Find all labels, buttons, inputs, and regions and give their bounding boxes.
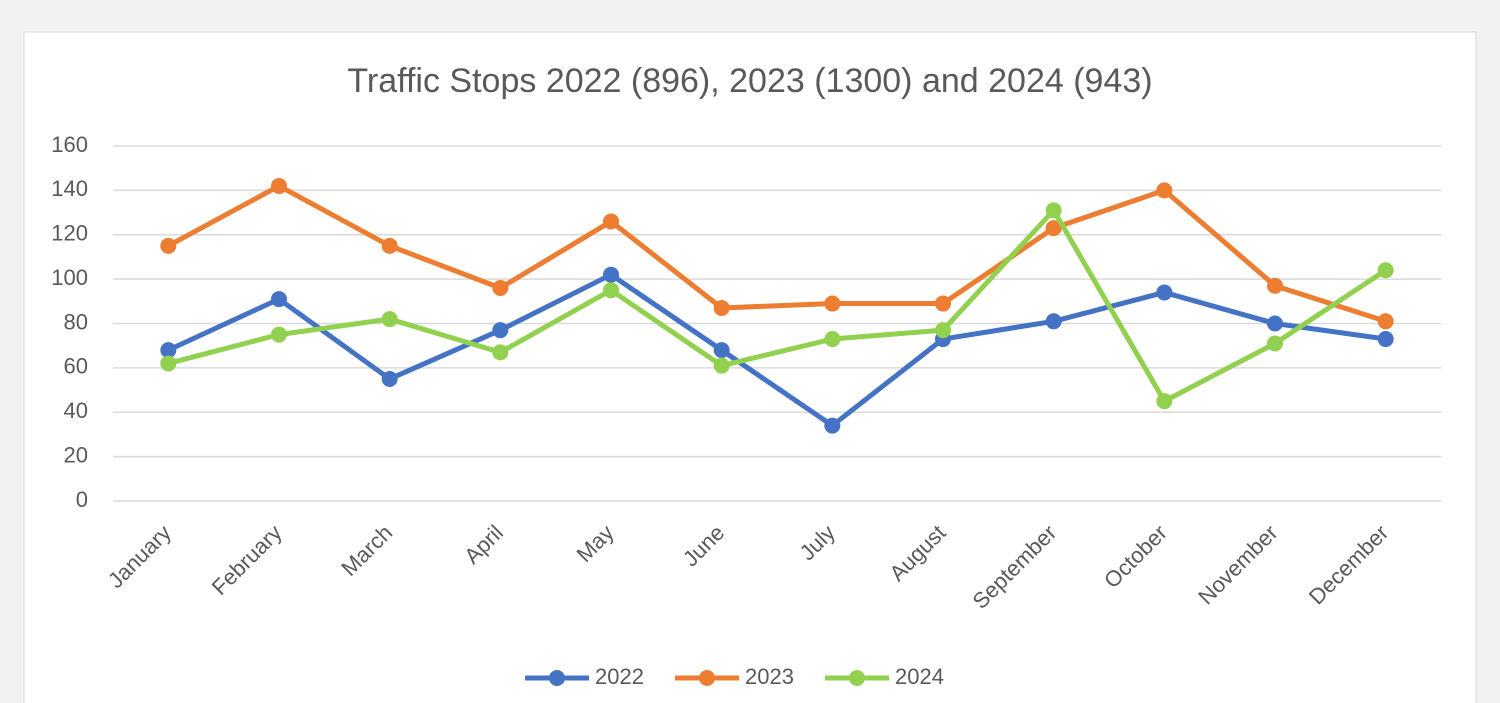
data-point [381, 370, 398, 387]
data-point [713, 357, 730, 374]
data-point [1156, 182, 1173, 199]
data-point [824, 295, 841, 312]
data-point [1045, 313, 1062, 330]
data-point [1377, 262, 1394, 279]
data-point [492, 344, 509, 361]
data-point [1045, 202, 1062, 219]
y-tick-label: 100 [51, 265, 88, 290]
legend-marker [849, 670, 865, 686]
series-line [167, 207, 1388, 404]
data-point [935, 295, 951, 312]
y-tick-label: 140 [51, 176, 88, 201]
y-tick-label: 60 [64, 354, 88, 379]
y-tick-label: 120 [51, 221, 88, 246]
y-tick-label: 0 [76, 487, 88, 512]
data-point [603, 282, 619, 299]
legend-label: 2023 [745, 664, 794, 689]
data-point [160, 237, 177, 254]
series-line [167, 272, 1387, 429]
data-point [1267, 335, 1283, 352]
data-point [1377, 331, 1394, 348]
y-tick-label: 160 [51, 132, 88, 157]
data-point [1156, 284, 1173, 301]
data-point [1267, 277, 1283, 294]
legend-label: 2022 [595, 664, 644, 689]
data-point [1045, 220, 1062, 237]
data-point [381, 311, 398, 328]
data-point [271, 326, 287, 343]
data-point [1156, 393, 1173, 410]
data-point [603, 266, 619, 283]
data-point [271, 177, 287, 194]
data-point [1267, 315, 1283, 332]
y-tick-label: 40 [64, 398, 88, 423]
legend-marker [699, 670, 715, 686]
series-line [167, 183, 1387, 324]
data-point [824, 331, 841, 348]
legend-marker [549, 670, 565, 686]
data-point [160, 355, 177, 372]
data-point [935, 322, 951, 339]
data-point [381, 237, 398, 254]
data-point [713, 299, 730, 316]
data-point [492, 280, 509, 296]
data-point [492, 322, 509, 339]
data-point [603, 213, 619, 230]
data-point [160, 342, 177, 359]
data-point [713, 342, 730, 359]
data-point [1377, 313, 1394, 330]
data-point [824, 417, 841, 434]
data-point [271, 291, 287, 308]
chart-title: Traffic Stops 2022 (896), 2023 (1300) an… [347, 62, 1152, 100]
legend-label: 2024 [895, 664, 944, 689]
y-tick-label: 20 [64, 442, 88, 467]
y-tick-label: 80 [64, 309, 88, 334]
